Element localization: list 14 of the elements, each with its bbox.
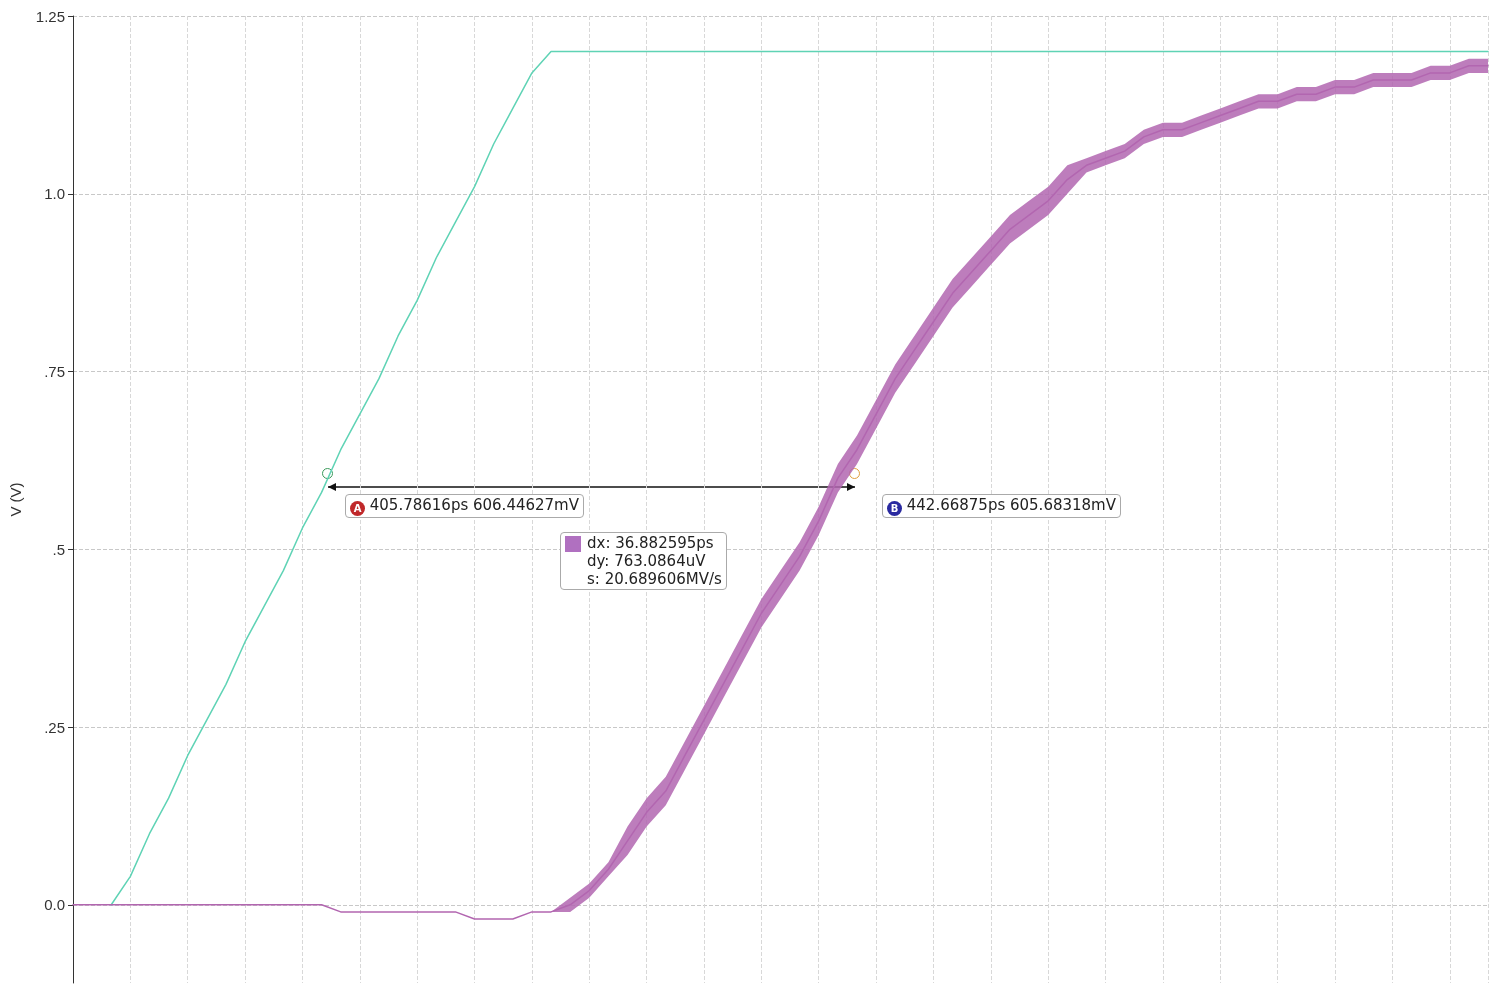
y-tick-label: .75 [44, 363, 65, 381]
annotation: dy: 763.0864uV [587, 552, 707, 570]
y-tick-label: .5 [52, 540, 65, 558]
annotation: B [887, 501, 902, 516]
y-tick-label: 1.0 [44, 185, 65, 203]
annotation: 442.66875ps 605.68318mV [906, 496, 1116, 514]
annotation: s: 20.689606MV/s [587, 570, 722, 588]
annotation: 405.78616ps 606.44627mV [369, 496, 579, 514]
y-tick-label: .25 [44, 718, 65, 736]
annotation: dx: 36.882595ps [587, 534, 715, 552]
y-tick-label: 0.0 [44, 896, 65, 914]
y-axis-title: V (V) [7, 482, 24, 517]
y-tick-label: 1.25 [35, 7, 65, 25]
annotation: A [350, 501, 365, 516]
